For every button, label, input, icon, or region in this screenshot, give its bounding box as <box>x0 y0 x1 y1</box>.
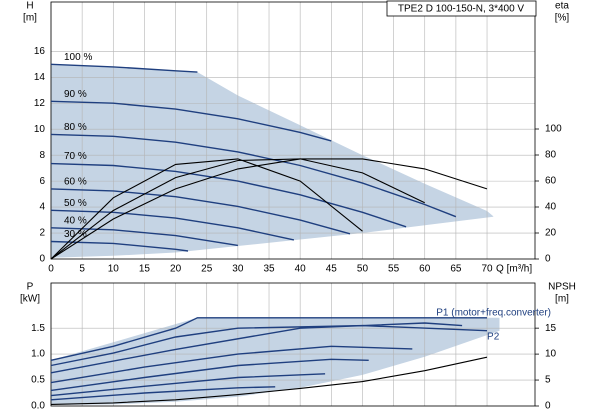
curve <box>50 317 487 361</box>
curve <box>50 162 407 228</box>
curve-label: P1 (motor+freq.converter) <box>436 307 551 318</box>
secondary-curve <box>50 158 425 260</box>
x-tick-label: 5 <box>79 264 85 275</box>
curve <box>50 100 332 142</box>
plot-frame <box>50 282 536 407</box>
y-tick-label: 1.5 <box>31 323 45 334</box>
y-axis-unit: [m] <box>23 13 37 24</box>
y2-tick-label: 60 <box>545 176 557 187</box>
x-tick-label: 60 <box>419 264 431 275</box>
curve <box>50 386 276 401</box>
y2-tick-label: 0 <box>545 401 551 412</box>
x-tick-label: 35 <box>263 264 275 275</box>
y-axis-unit: [kW] <box>20 294 40 305</box>
y-tick-label: 14 <box>34 72 46 83</box>
y2-tick-label: 40 <box>545 202 557 213</box>
curve <box>50 188 351 235</box>
curve-label: 40 % <box>64 215 87 226</box>
y-tick-label: 12 <box>34 98 46 109</box>
x-tick-label: 50 <box>357 264 369 275</box>
secondary-curve <box>50 158 488 260</box>
curve-label: 60 % <box>64 177 87 188</box>
y-tick-label: 10 <box>34 124 46 135</box>
curve-label: 100 % <box>64 52 92 63</box>
y-tick-label: 16 <box>34 46 46 57</box>
curve-label: 90 % <box>64 89 87 100</box>
y2-tick-label: 20 <box>545 228 557 239</box>
y2-tick-label: 10 <box>545 349 557 360</box>
x-tick-label: 55 <box>388 264 400 275</box>
x-tick-label: 45 <box>326 264 338 275</box>
x-axis-label: Q [m³/h] <box>496 264 532 275</box>
x-tick-label: 30 <box>232 264 244 275</box>
y2-tick-label: 0 <box>545 254 551 265</box>
y-tick-label: 2 <box>39 228 45 239</box>
y-tick-label: 0.0 <box>31 401 45 412</box>
y-tick-label: 1.0 <box>31 349 45 360</box>
curve <box>50 324 488 367</box>
x-tick-label: 0 <box>48 264 54 275</box>
y-tick-label: 8 <box>39 150 45 161</box>
chart-title: TPE2 D 100-150-N, 3*400 V <box>398 4 525 15</box>
operating-area <box>51 317 500 405</box>
x-tick-label: 65 <box>450 264 462 275</box>
secondary-curve <box>50 356 488 405</box>
x-tick-label: 20 <box>170 264 182 275</box>
y2-tick-label: 5 <box>545 375 551 386</box>
y-axis-label: H <box>26 1 33 12</box>
y2-axis-unit: [%] <box>555 13 570 24</box>
y2-axis-label: NPSH <box>548 282 576 293</box>
y2-axis-unit: [m] <box>555 294 569 305</box>
x-tick-label: 40 <box>295 264 307 275</box>
curve <box>50 209 295 241</box>
y2-tick-label: 15 <box>545 323 557 334</box>
curve <box>50 322 463 374</box>
plot-frame <box>50 1 536 260</box>
x-tick-label: 70 <box>481 264 493 275</box>
x-tick-label: 10 <box>108 264 120 275</box>
curve <box>50 63 198 73</box>
curve-label: P2 <box>487 331 500 342</box>
curve <box>50 345 413 384</box>
curve-label: 80 % <box>64 122 87 133</box>
curve <box>50 240 189 252</box>
y-tick-label: 0.5 <box>31 375 45 386</box>
y2-tick-label: 100 <box>545 124 562 135</box>
curve-label: 50 % <box>64 198 87 209</box>
curve <box>50 133 457 218</box>
x-tick-label: 15 <box>139 264 151 275</box>
secondary-curve <box>50 158 363 260</box>
y-tick-label: 0 <box>39 254 45 265</box>
y-tick-label: 6 <box>39 176 45 187</box>
curve <box>50 358 369 392</box>
y-axis-label: P <box>27 282 34 293</box>
curve <box>50 373 326 397</box>
y2-axis-label: eta <box>555 1 569 12</box>
operating-area <box>51 64 494 258</box>
y-tick-label: 4 <box>39 202 45 213</box>
x-tick-label: 25 <box>201 264 213 275</box>
title-box <box>386 0 537 17</box>
y2-tick-label: 80 <box>545 150 557 161</box>
curve-label: 70 % <box>64 151 87 162</box>
